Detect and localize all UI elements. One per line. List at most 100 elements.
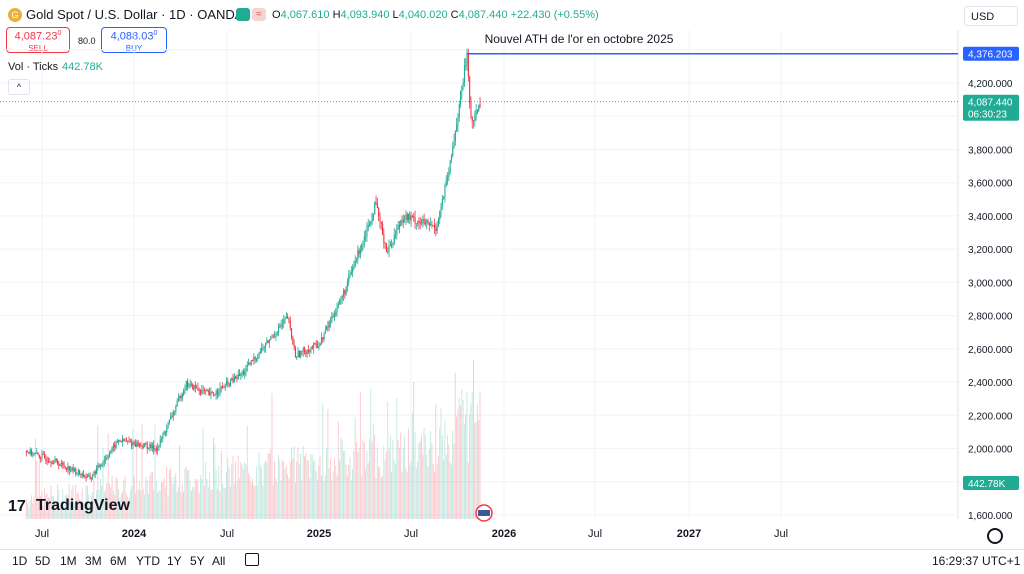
volume-bar <box>73 502 75 519</box>
collapse-indicators-button[interactable]: ^ <box>8 79 30 95</box>
period-button-1d[interactable]: 1D <box>12 554 28 568</box>
candle-body <box>98 465 100 468</box>
candle-body <box>474 115 476 121</box>
candle-body <box>107 456 109 458</box>
close-label: C <box>450 9 459 21</box>
candle-body <box>330 321 332 323</box>
volume-bar <box>194 479 196 519</box>
candle-body <box>90 477 92 480</box>
candle-body <box>261 348 263 352</box>
candle-body <box>309 349 311 352</box>
candle-body <box>123 438 125 442</box>
candle-body <box>203 389 206 391</box>
wave-icon[interactable]: ≈ <box>252 8 266 21</box>
volume-bar <box>101 485 103 519</box>
candle-body <box>249 362 251 365</box>
volume-bar <box>85 485 87 519</box>
volume-bar <box>110 487 112 519</box>
volume-bar <box>435 404 437 519</box>
volume-bar <box>417 461 419 519</box>
period-button-ytd[interactable]: YTD <box>136 554 160 568</box>
calendar-icon[interactable] <box>245 553 259 566</box>
volume-bar <box>415 467 417 519</box>
candle-body <box>461 85 463 92</box>
volume-bar <box>55 500 57 519</box>
candle-body <box>235 376 237 379</box>
volume-bar <box>356 442 357 519</box>
volume-bar <box>94 499 96 519</box>
period-button-5d[interactable]: 5D <box>35 554 51 568</box>
volume-bar <box>171 476 173 519</box>
candle-body <box>284 318 286 320</box>
candle-body <box>183 390 185 396</box>
volume-bar <box>81 488 83 519</box>
candle-body <box>421 220 423 224</box>
volume-bar <box>445 454 447 519</box>
candle-body <box>176 400 178 407</box>
candle-body <box>266 340 268 344</box>
volume-bar <box>427 466 429 519</box>
volume-bar <box>180 492 182 519</box>
volume-bar <box>222 483 224 519</box>
candle-body <box>253 357 255 362</box>
sell-button[interactable]: 4,087.230 SELL <box>6 27 70 53</box>
volume-bar <box>384 459 386 519</box>
volume-bar <box>285 465 287 519</box>
volume-bar <box>398 447 400 519</box>
gear-icon[interactable] <box>987 528 1003 544</box>
candle-body <box>150 444 152 449</box>
volume-bar <box>319 456 321 519</box>
candle-body <box>161 438 163 440</box>
candle-body <box>258 353 260 358</box>
volume-bar <box>133 476 135 519</box>
volume-bar <box>288 478 290 519</box>
candle-body <box>395 234 397 236</box>
period-button-5y[interactable]: 5Y <box>190 554 205 568</box>
volume-bar <box>344 450 346 519</box>
volume-bar <box>218 466 220 519</box>
candle-body <box>358 250 360 254</box>
candle-body <box>436 225 438 232</box>
candle-body <box>370 221 372 225</box>
price-chart[interactable]: 1,600.0001,800.0002,000.0002,200.0002,40… <box>0 30 1024 549</box>
open-label: O <box>272 9 281 21</box>
candle-body <box>177 398 180 401</box>
volume-bar <box>254 486 256 519</box>
y-tick-label: 1,600.000 <box>968 511 1013 522</box>
period-button-1m[interactable]: 1M <box>60 554 77 568</box>
candle-body <box>155 448 157 451</box>
candle-body <box>181 395 183 399</box>
open-value: 4,067.610 <box>280 9 330 21</box>
candle-body <box>380 221 382 224</box>
currency-select[interactable]: USD <box>964 6 1018 26</box>
volume-bar <box>201 479 203 519</box>
us-event-flag-stripe <box>478 510 490 516</box>
candle-body <box>376 203 378 209</box>
period-button-3m[interactable]: 3M <box>85 554 102 568</box>
visibility-icon[interactable] <box>236 8 250 21</box>
volume-bar <box>328 468 330 519</box>
period-button-1y[interactable]: 1Y <box>167 554 182 568</box>
volume-bar <box>103 491 105 519</box>
volume-bar <box>249 475 251 519</box>
volume-bar <box>475 422 477 519</box>
annotation-text[interactable]: Nouvel ATH de l'or en octobre 2025 <box>485 32 674 46</box>
volume-bar <box>223 487 225 519</box>
symbol-title[interactable]: Gold Spot / U.S. Dollar · 1D · OANDA <box>26 7 244 22</box>
volume-bar <box>320 475 322 519</box>
candle-body <box>434 225 436 229</box>
volume-bar <box>170 467 172 519</box>
candle-body <box>240 373 242 376</box>
candle-body <box>231 378 233 381</box>
candle-body <box>220 386 222 388</box>
candle-body <box>200 390 202 394</box>
period-button-6m[interactable]: 6M <box>110 554 127 568</box>
period-button-all[interactable]: All <box>212 554 226 568</box>
volume-indicator-label[interactable]: Vol · Ticks <box>8 61 59 73</box>
volume-bar <box>436 464 438 519</box>
candle-body <box>324 330 326 334</box>
candle-body <box>125 440 128 442</box>
candle-body <box>333 314 336 318</box>
candle-body <box>404 218 406 220</box>
candle-body <box>188 386 190 387</box>
